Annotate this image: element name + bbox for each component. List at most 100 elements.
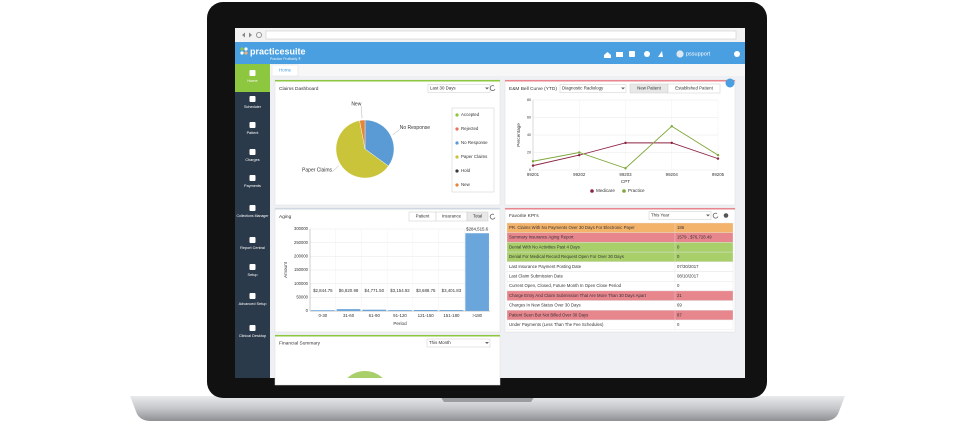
toggle-label[interactable]: Established Patient <box>675 86 713 91</box>
dropdown-value[interactable]: This Month <box>429 340 451 345</box>
tagline: Practice Profitably ® <box>270 57 301 61</box>
legend-label: New <box>461 182 471 187</box>
bar <box>336 309 361 311</box>
data-point <box>716 153 720 157</box>
sidebar-icon[interactable] <box>249 122 256 128</box>
y-tick-label: 20 <box>527 150 531 154</box>
y-tick-label: 50000 <box>296 294 308 299</box>
sidebar-icon[interactable] <box>249 96 256 102</box>
sidebar-icon[interactable] <box>249 237 256 243</box>
kpi-label[interactable]: PR. Claims With No Payments Over 30 Days… <box>509 225 635 230</box>
sidebar-icon[interactable] <box>249 205 256 211</box>
settings-icon[interactable] <box>723 213 729 218</box>
user-avatar[interactable] <box>676 50 684 58</box>
dropdown[interactable] <box>648 211 712 220</box>
reload-button[interactable] <box>255 32 262 39</box>
tab-label[interactable]: Home <box>279 68 292 73</box>
y-tick-label: 200000 <box>294 253 309 258</box>
y-axis-label: Amount <box>283 261 288 278</box>
sidebar-label[interactable]: Home <box>247 79 257 83</box>
dropdown[interactable] <box>559 84 627 93</box>
sidebar-label[interactable]: Advanced Setup <box>239 302 267 306</box>
settings-icon[interactable] <box>734 51 740 57</box>
kpi-value: 21 <box>677 293 682 298</box>
pie-leader <box>331 165 339 173</box>
kpi-value: 07/30/2017 <box>677 264 699 269</box>
sidebar-icon[interactable] <box>249 293 256 299</box>
kpi-label[interactable]: Last Claim Submission Date <box>509 273 564 278</box>
kpi-label[interactable]: Denial For Medical Record Request Open F… <box>509 254 624 259</box>
dropdown-value[interactable]: This Year <box>651 213 670 218</box>
sidebar-icon[interactable] <box>249 264 256 270</box>
sidebar-icon[interactable] <box>249 70 256 76</box>
dropdown-caret[interactable] <box>621 87 625 90</box>
kpi-label[interactable]: Summary Insurance Aging Report <box>509 235 574 240</box>
legend-box <box>451 107 495 193</box>
toggle-label[interactable]: Patient <box>416 214 430 219</box>
y-tick-label: 80 <box>527 98 531 102</box>
value-label: $3,401.83 <box>442 288 462 293</box>
x-tick-label: 121-150 <box>418 313 435 318</box>
refresh-icon[interactable] <box>712 212 719 219</box>
kpi-label[interactable]: Last Insurance Payment Posting Date <box>509 264 582 269</box>
toggle-label[interactable]: Total <box>473 214 482 219</box>
toggle-label[interactable]: New Patient <box>637 86 661 91</box>
sidebar-label[interactable]: Setup <box>248 273 258 277</box>
header-icons[interactable] <box>604 51 663 58</box>
kpi-label[interactable]: Denial With No Activities Past 4 Days <box>509 244 580 249</box>
sidebar-label[interactable]: Charges <box>245 158 259 162</box>
dropdown[interactable] <box>426 338 491 348</box>
panel-settings[interactable] <box>725 78 735 88</box>
sidebar-icon[interactable] <box>249 175 256 181</box>
kpi-label[interactable]: Charge Entry And Claim Submission That A… <box>509 293 647 298</box>
sidebar-label[interactable]: Scheduler <box>244 105 262 109</box>
sidebar-label[interactable]: Clinical Desktop <box>239 334 266 338</box>
legend-label: Accepted <box>461 112 480 117</box>
kpi-value: 1579 , $76,728.49 <box>677 235 712 240</box>
dropdown-value[interactable]: Last 30 Days <box>430 86 456 91</box>
toggle-label[interactable]: Insurance <box>442 214 462 219</box>
kpi-label[interactable]: Under Payments (Less Than The Fee Schedu… <box>509 322 604 327</box>
value-label: $4,771.50 <box>365 288 385 293</box>
logo[interactable]: practicesuite <box>250 46 306 56</box>
dropdown-caret[interactable] <box>485 342 489 344</box>
refresh-icon[interactable] <box>489 85 496 91</box>
refresh-icon[interactable] <box>489 213 496 220</box>
legend-swatch <box>455 127 459 131</box>
pie-slice <box>359 119 366 150</box>
pie-leader <box>361 106 363 119</box>
sidebar-icon[interactable] <box>249 149 256 155</box>
dropdown-value[interactable]: Diagnostic Radiology <box>562 86 604 91</box>
sidebar-label[interactable]: Collections Manager <box>237 214 270 218</box>
browser-nav[interactable] <box>242 32 252 38</box>
kpi-label[interactable]: Current Open, Closed, Future Month In Op… <box>509 283 622 288</box>
sidebar-label[interactable]: Payments <box>244 184 261 188</box>
pie-slice <box>335 120 389 179</box>
dropdown-caret[interactable] <box>485 87 489 90</box>
bar <box>388 310 412 311</box>
x-tick-label: 61-90 <box>369 313 381 318</box>
legend-label: Practice <box>628 188 645 193</box>
kpi-value: 0 <box>677 322 680 327</box>
x-tick-label: >180 <box>472 313 482 318</box>
sidebar-label[interactable]: Patient <box>247 131 260 135</box>
data-point <box>624 167 627 170</box>
x-tick-label: 99205 <box>712 172 725 177</box>
tab[interactable] <box>271 64 299 77</box>
url-field[interactable] <box>265 30 737 40</box>
kpi-label[interactable]: Patient Seen But Not Billed Over 30 Days <box>509 312 588 317</box>
toggle-button[interactable] <box>667 83 721 94</box>
data-point <box>624 141 627 145</box>
sidebar-label[interactable]: Report Central <box>240 246 265 250</box>
x-tick-label: 0-30 <box>318 313 327 318</box>
x-tick-label: 151-180 <box>443 313 460 318</box>
toggle-button[interactable] <box>466 211 489 222</box>
legend-swatch <box>590 189 594 193</box>
dropdown-caret[interactable] <box>706 214 710 217</box>
legend-label: No Response <box>461 140 488 145</box>
sidebar-icon[interactable] <box>249 325 256 331</box>
kpi-label[interactable]: Charges In New Status Over 30 Days <box>509 303 581 308</box>
pie-label: New <box>351 102 361 108</box>
user-name[interactable]: pssupport <box>686 51 711 57</box>
